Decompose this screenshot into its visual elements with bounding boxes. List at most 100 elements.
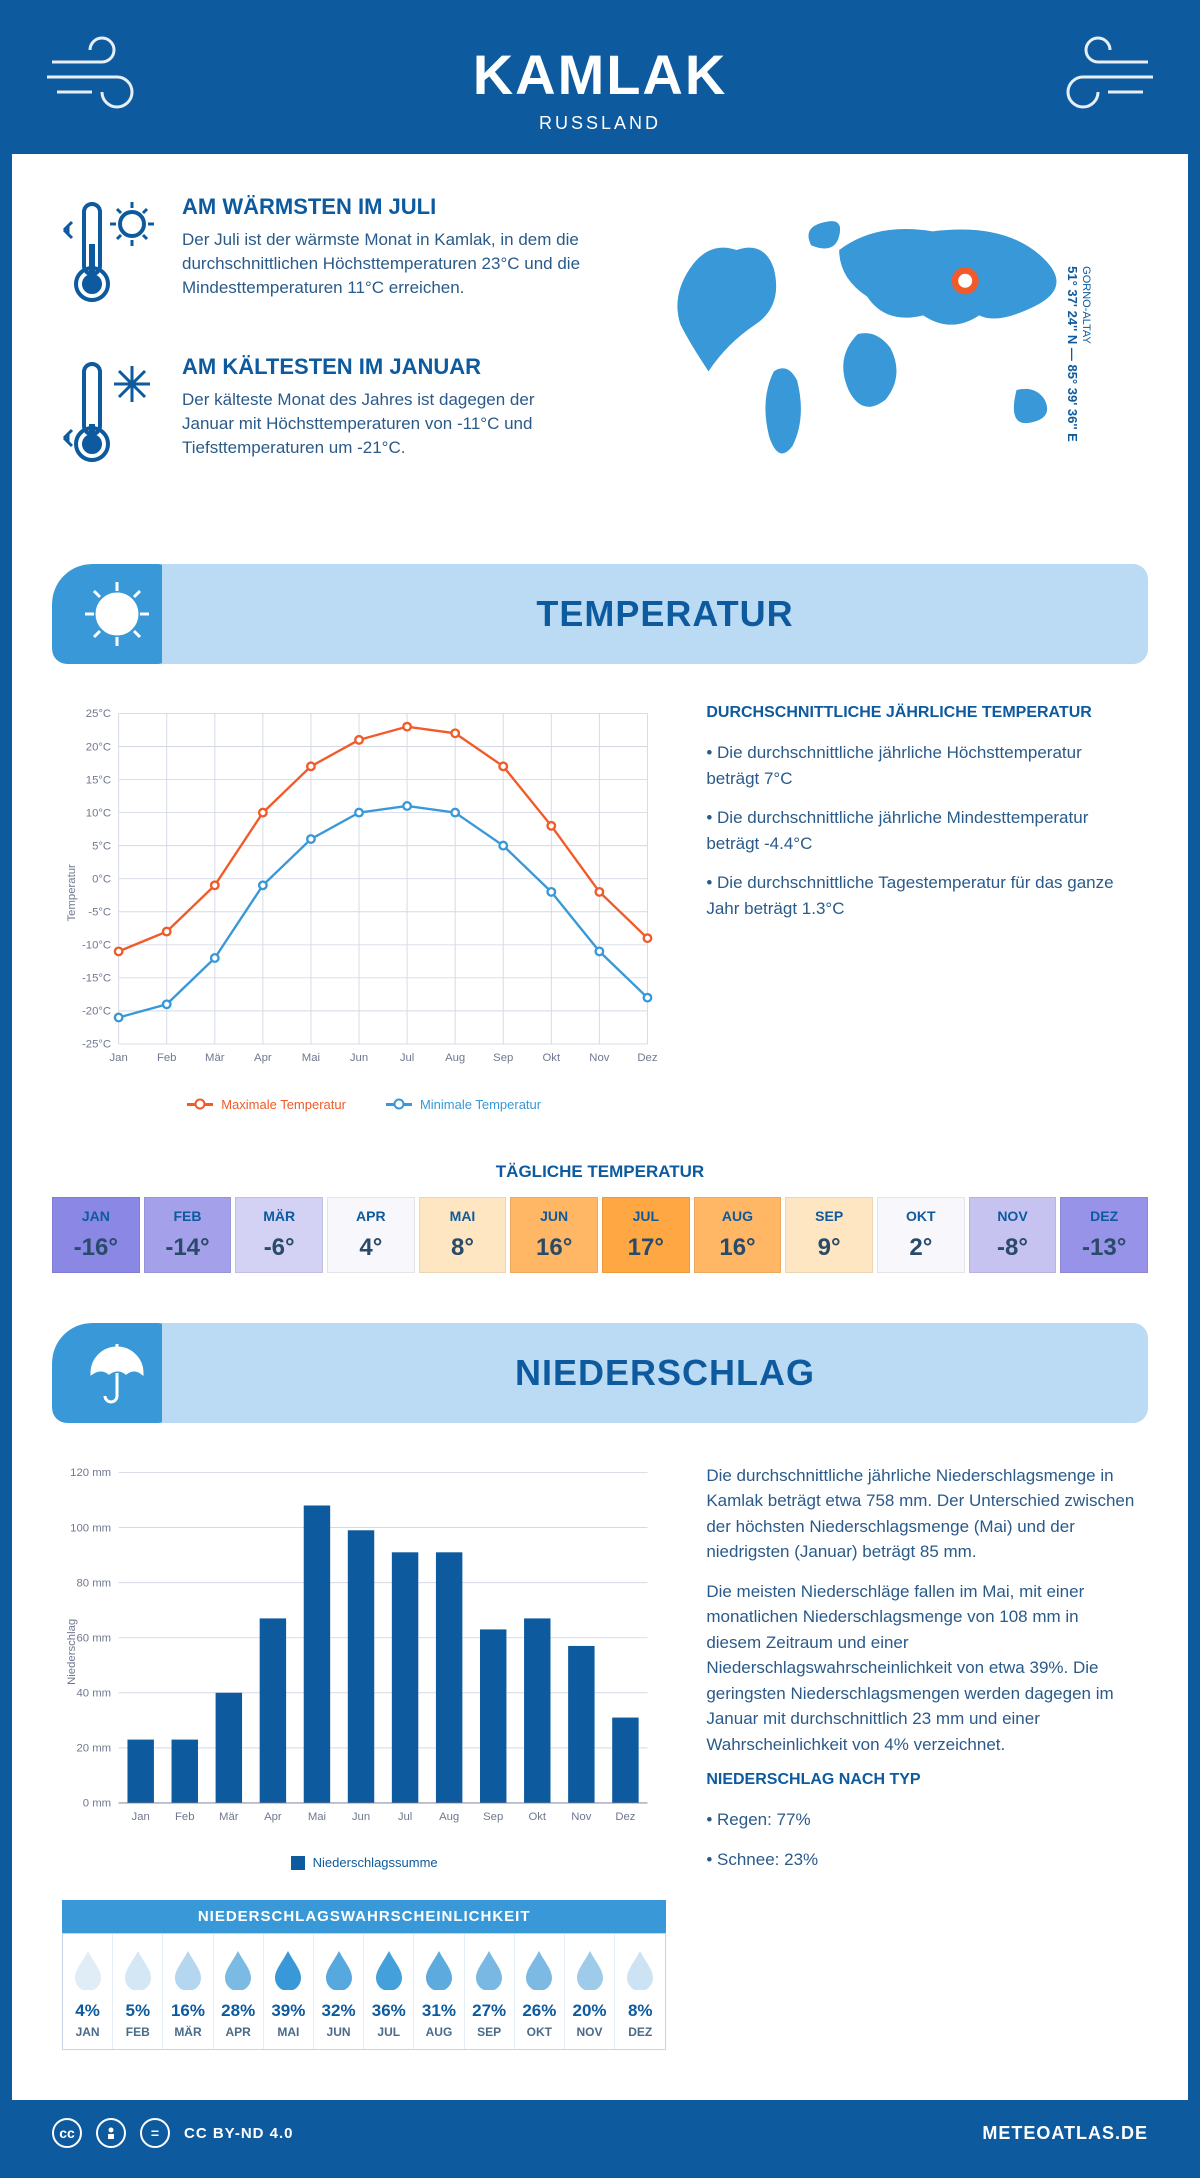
raindrop-icon: [422, 1948, 456, 1990]
svg-text:80 mm: 80 mm: [76, 1577, 111, 1589]
svg-text:15°C: 15°C: [86, 774, 111, 786]
svg-text:Nov: Nov: [571, 1811, 591, 1823]
raindrop-icon: [623, 1948, 657, 1990]
by-icon: [96, 2118, 126, 2148]
svg-text:20 mm: 20 mm: [76, 1742, 111, 1754]
svg-text:Dez: Dez: [637, 1052, 657, 1064]
precip-prob-table: 4%JAN5%FEB16%MÄR28%APR39%MAI32%JUN36%JUL…: [62, 1933, 666, 2050]
daily-temp-cell: DEZ-13°: [1060, 1197, 1148, 1273]
header: KAMLAK RUSSLAND: [12, 12, 1188, 154]
daily-temp-cell: APR4°: [327, 1197, 415, 1273]
precip-section-banner: NIEDERSCHLAG: [52, 1323, 1148, 1423]
svg-text:10°C: 10°C: [86, 807, 111, 819]
precip-prob-heading: NIEDERSCHLAGSWAHRSCHEINLICHKEIT: [62, 1900, 666, 1933]
svg-text:40 mm: 40 mm: [76, 1687, 111, 1699]
thermometer-sun-icon: [62, 194, 162, 319]
precip-prob-cell: 32%JUN: [314, 1934, 364, 2049]
svg-text:5°C: 5°C: [92, 840, 111, 852]
svg-text:Jun: Jun: [350, 1052, 368, 1064]
precip-prob-cell: 8%DEZ: [615, 1934, 665, 2049]
brand-name: METEOATLAS.DE: [982, 2123, 1148, 2144]
daily-temp-table: JAN-16°FEB-14°MÄR-6°APR4°MAI8°JUN16°JUL1…: [12, 1197, 1188, 1303]
temp-bullet: Die durchschnittliche Tagestemperatur fü…: [706, 870, 1138, 921]
temperature-heading: TEMPERATUR: [536, 593, 793, 635]
cold-title: AM KÄLTESTEN IM JANUAR: [182, 354, 585, 380]
svg-text:Niederschlag: Niederschlag: [66, 1618, 78, 1684]
svg-text:Mai: Mai: [308, 1811, 326, 1823]
svg-text:Mär: Mär: [205, 1052, 225, 1064]
daily-temp-cell: NOV-8°: [969, 1197, 1057, 1273]
page-title: KAMLAK: [32, 42, 1168, 107]
svg-text:Apr: Apr: [264, 1811, 282, 1823]
raindrop-icon: [71, 1948, 105, 1990]
temperature-section-banner: TEMPERATUR: [52, 564, 1148, 664]
svg-text:-5°C: -5°C: [88, 907, 111, 919]
svg-text:Jun: Jun: [352, 1811, 370, 1823]
precip-heading: NIEDERSCHLAG: [515, 1352, 815, 1394]
precip-prob-cell: 28%APR: [214, 1934, 264, 2049]
svg-text:Okt: Okt: [542, 1052, 560, 1064]
coordinates-label: GORNO-ALTAY 51° 37' 24'' N — 85° 39' 36'…: [1065, 266, 1095, 442]
svg-text:20°C: 20°C: [86, 741, 111, 753]
raindrop-icon: [171, 1948, 205, 1990]
svg-text:100 mm: 100 mm: [70, 1522, 111, 1534]
precip-legend: Niederschlagssumme: [62, 1855, 666, 1870]
precip-prob-cell: 5%FEB: [113, 1934, 163, 2049]
country-label: RUSSLAND: [32, 113, 1168, 134]
precip-type-heading: NIEDERSCHLAG NACH TYP: [706, 1771, 1138, 1789]
svg-text:-20°C: -20°C: [82, 1006, 111, 1018]
precip-prob-cell: 16%MÄR: [163, 1934, 213, 2049]
license-text: CC BY-ND 4.0: [184, 2125, 294, 2142]
precip-chart-row: 0 mm20 mm40 mm60 mm80 mm100 mm120 mmJanF…: [12, 1453, 1188, 2071]
raindrop-icon: [271, 1948, 305, 1990]
svg-text:-25°C: -25°C: [82, 1039, 111, 1051]
svg-text:Nov: Nov: [589, 1052, 609, 1064]
daily-temp-cell: AUG16°: [694, 1197, 782, 1273]
daily-temp-cell: MAI8°: [419, 1197, 507, 1273]
temperature-chart-row: -25°C -20°C -15°C -10°C -5°C 0°C 5°C 10°C 15°C 20…: [12, 694, 1188, 1132]
cc-icon: cc: [52, 2118, 82, 2148]
svg-text:Mai: Mai: [302, 1052, 320, 1064]
svg-text:Aug: Aug: [439, 1811, 459, 1823]
svg-text:Apr: Apr: [254, 1052, 272, 1064]
precip-prob-cell: 26%OKT: [515, 1934, 565, 2049]
coldest-block: AM KÄLTESTEN IM JANUAR Der kälteste Mona…: [62, 354, 585, 479]
daily-temp-cell: SEP9°: [785, 1197, 873, 1273]
svg-text:120 mm: 120 mm: [70, 1467, 111, 1479]
temp-side-bullets: Die durchschnittliche jährliche Höchstte…: [706, 740, 1138, 921]
svg-text:Temperatur: Temperatur: [66, 864, 78, 922]
wind-icon: [1048, 32, 1158, 117]
daily-temp-cell: JUN16°: [510, 1197, 598, 1273]
raindrop-icon: [522, 1948, 556, 1990]
svg-text:Jul: Jul: [398, 1811, 412, 1823]
precip-prob-cell: 31%AUG: [414, 1934, 464, 2049]
location-marker-icon: [955, 271, 976, 292]
daily-temp-cell: FEB-14°: [144, 1197, 232, 1273]
wind-icon: [42, 32, 152, 117]
svg-text:Jan: Jan: [110, 1052, 128, 1064]
cold-text: Der kälteste Monat des Jahres ist dagege…: [182, 388, 585, 459]
svg-text:Feb: Feb: [175, 1811, 195, 1823]
precip-prob-cell: 20%NOV: [565, 1934, 615, 2049]
warm-title: AM WÄRMSTEN IM JULI: [182, 194, 585, 220]
world-map: [615, 194, 1138, 474]
precip-bar-chart: 0 mm20 mm40 mm60 mm80 mm100 mm120 mmJanF…: [62, 1463, 666, 1841]
raindrop-icon: [121, 1948, 155, 1990]
svg-text:Okt: Okt: [528, 1811, 546, 1823]
warmest-block: AM WÄRMSTEN IM JULI Der Juli ist der wär…: [62, 194, 585, 319]
svg-text:-10°C: -10°C: [82, 940, 111, 952]
intro-section: AM WÄRMSTEN IM JULI Der Juli ist der wär…: [12, 154, 1188, 544]
footer: cc = CC BY-ND 4.0 METEOATLAS.DE: [12, 2100, 1188, 2166]
daily-temp-heading: TÄGLICHE TEMPERATUR: [12, 1162, 1188, 1182]
precip-type-rain: Regen: 77%: [706, 1807, 1138, 1833]
svg-text:-15°C: -15°C: [82, 973, 111, 985]
temperature-legend: Maximale Temperatur Minimale Temperatur: [62, 1097, 666, 1112]
svg-text:Sep: Sep: [493, 1052, 513, 1064]
svg-text:Dez: Dez: [615, 1811, 635, 1823]
temp-bullet: Die durchschnittliche jährliche Mindestt…: [706, 805, 1138, 856]
svg-text:0°C: 0°C: [92, 873, 111, 885]
svg-text:60 mm: 60 mm: [76, 1632, 111, 1644]
svg-text:Feb: Feb: [157, 1052, 177, 1064]
temp-bullet: Die durchschnittliche jährliche Höchstte…: [706, 740, 1138, 791]
svg-text:0 mm: 0 mm: [83, 1797, 111, 1809]
